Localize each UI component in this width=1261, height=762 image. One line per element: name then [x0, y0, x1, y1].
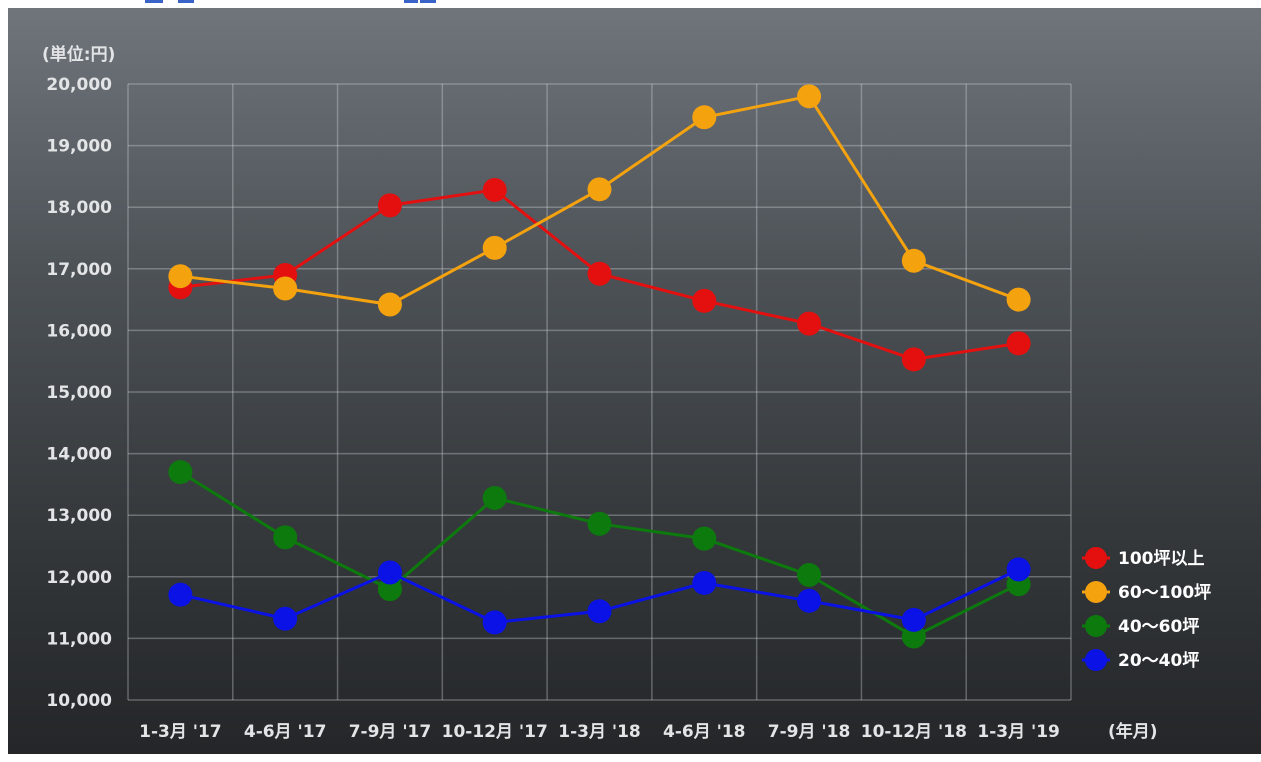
data-point — [1006, 331, 1031, 356]
data-point — [482, 235, 507, 260]
chart-panel — [8, 8, 1261, 754]
x-tick-label: 7-9月 '18 — [768, 722, 851, 742]
data-point — [692, 570, 717, 595]
data-point — [273, 606, 298, 631]
data-point — [482, 610, 507, 635]
data-point — [901, 607, 926, 632]
y-tick-label: 11,000 — [46, 629, 112, 649]
data-point — [901, 624, 926, 649]
x-axis: 1-3月 '17 4-6月 '17 7-9月 '17 10-12月 '17 1-3月 '… — [139, 722, 1060, 742]
legend-swatch-marker — [1085, 649, 1107, 671]
series-layer — [168, 84, 1031, 649]
legend-label: 40～60坪 — [1118, 617, 1199, 637]
legend-swatch-marker — [1085, 547, 1107, 569]
x-tick-label: 7-9月 '17 — [349, 722, 432, 742]
legend-label: 60～100坪 — [1118, 583, 1211, 603]
legend-swatch-marker — [1085, 615, 1107, 637]
data-point — [273, 276, 298, 301]
header-strip — [0, 0, 1261, 8]
x-tick-label: 10-12月 '17 — [442, 722, 548, 742]
header-text-fragment — [404, 0, 418, 3]
x-tick-label: 4-6月 '17 — [244, 722, 327, 742]
data-point — [587, 177, 612, 202]
y-tick-label: 14,000 — [46, 445, 112, 465]
y-tick-label: 12,000 — [46, 568, 112, 588]
data-point — [168, 264, 193, 289]
data-point — [168, 582, 193, 607]
data-point — [797, 84, 822, 109]
y-tick-label: 13,000 — [46, 506, 112, 526]
data-point — [692, 288, 717, 313]
x-tick-label: 4-6月 '18 — [663, 722, 746, 742]
x-tick-label: 1-3月 '17 — [139, 722, 222, 742]
data-point — [273, 525, 298, 550]
data-point — [377, 292, 402, 317]
y-tick-label: 16,000 — [46, 321, 112, 341]
legend-swatch-marker — [1085, 581, 1107, 603]
data-point — [692, 105, 717, 130]
data-point — [377, 193, 402, 218]
data-point — [901, 347, 926, 372]
x-axis-label: (年月) — [1108, 721, 1158, 742]
data-point — [377, 577, 402, 602]
x-tick-label: 10-12月 '18 — [861, 722, 967, 742]
y-tick-label: 19,000 — [46, 137, 112, 157]
data-point — [377, 560, 402, 585]
data-point — [1006, 557, 1031, 582]
legend: 100坪以上 60～100坪 40～60坪 20～40坪 — [1082, 547, 1211, 671]
data-point — [901, 248, 926, 273]
y-tick-label: 17,000 — [46, 260, 112, 280]
legend-label: 20～40坪 — [1118, 651, 1199, 671]
y-tick-label: 18,000 — [46, 198, 112, 218]
data-point — [797, 311, 822, 336]
y-tick-label: 10,000 — [46, 691, 112, 711]
y-tick-label: 20,000 — [46, 75, 112, 95]
y-axis-unit-label: (単位:円) — [42, 44, 115, 65]
data-point — [482, 485, 507, 510]
data-point — [797, 588, 822, 613]
data-point — [168, 460, 193, 485]
header-text-fragment — [145, 0, 163, 3]
legend-label: 100坪以上 — [1118, 549, 1205, 569]
data-point — [587, 599, 612, 624]
data-point — [587, 511, 612, 536]
y-axis: 10,000 11,000 12,000 13,000 14,000 15,000 16,0… — [46, 75, 112, 711]
data-point — [482, 177, 507, 202]
data-point — [1006, 287, 1031, 312]
data-point — [587, 261, 612, 286]
data-point — [692, 526, 717, 551]
header-text-fragment — [420, 0, 436, 3]
x-tick-label: 1-3月 '18 — [558, 722, 641, 742]
x-tick-label: 1-3月 '19 — [977, 722, 1060, 742]
y-tick-label: 15,000 — [46, 383, 112, 403]
header-text-fragment — [178, 0, 194, 3]
data-point — [797, 562, 822, 587]
